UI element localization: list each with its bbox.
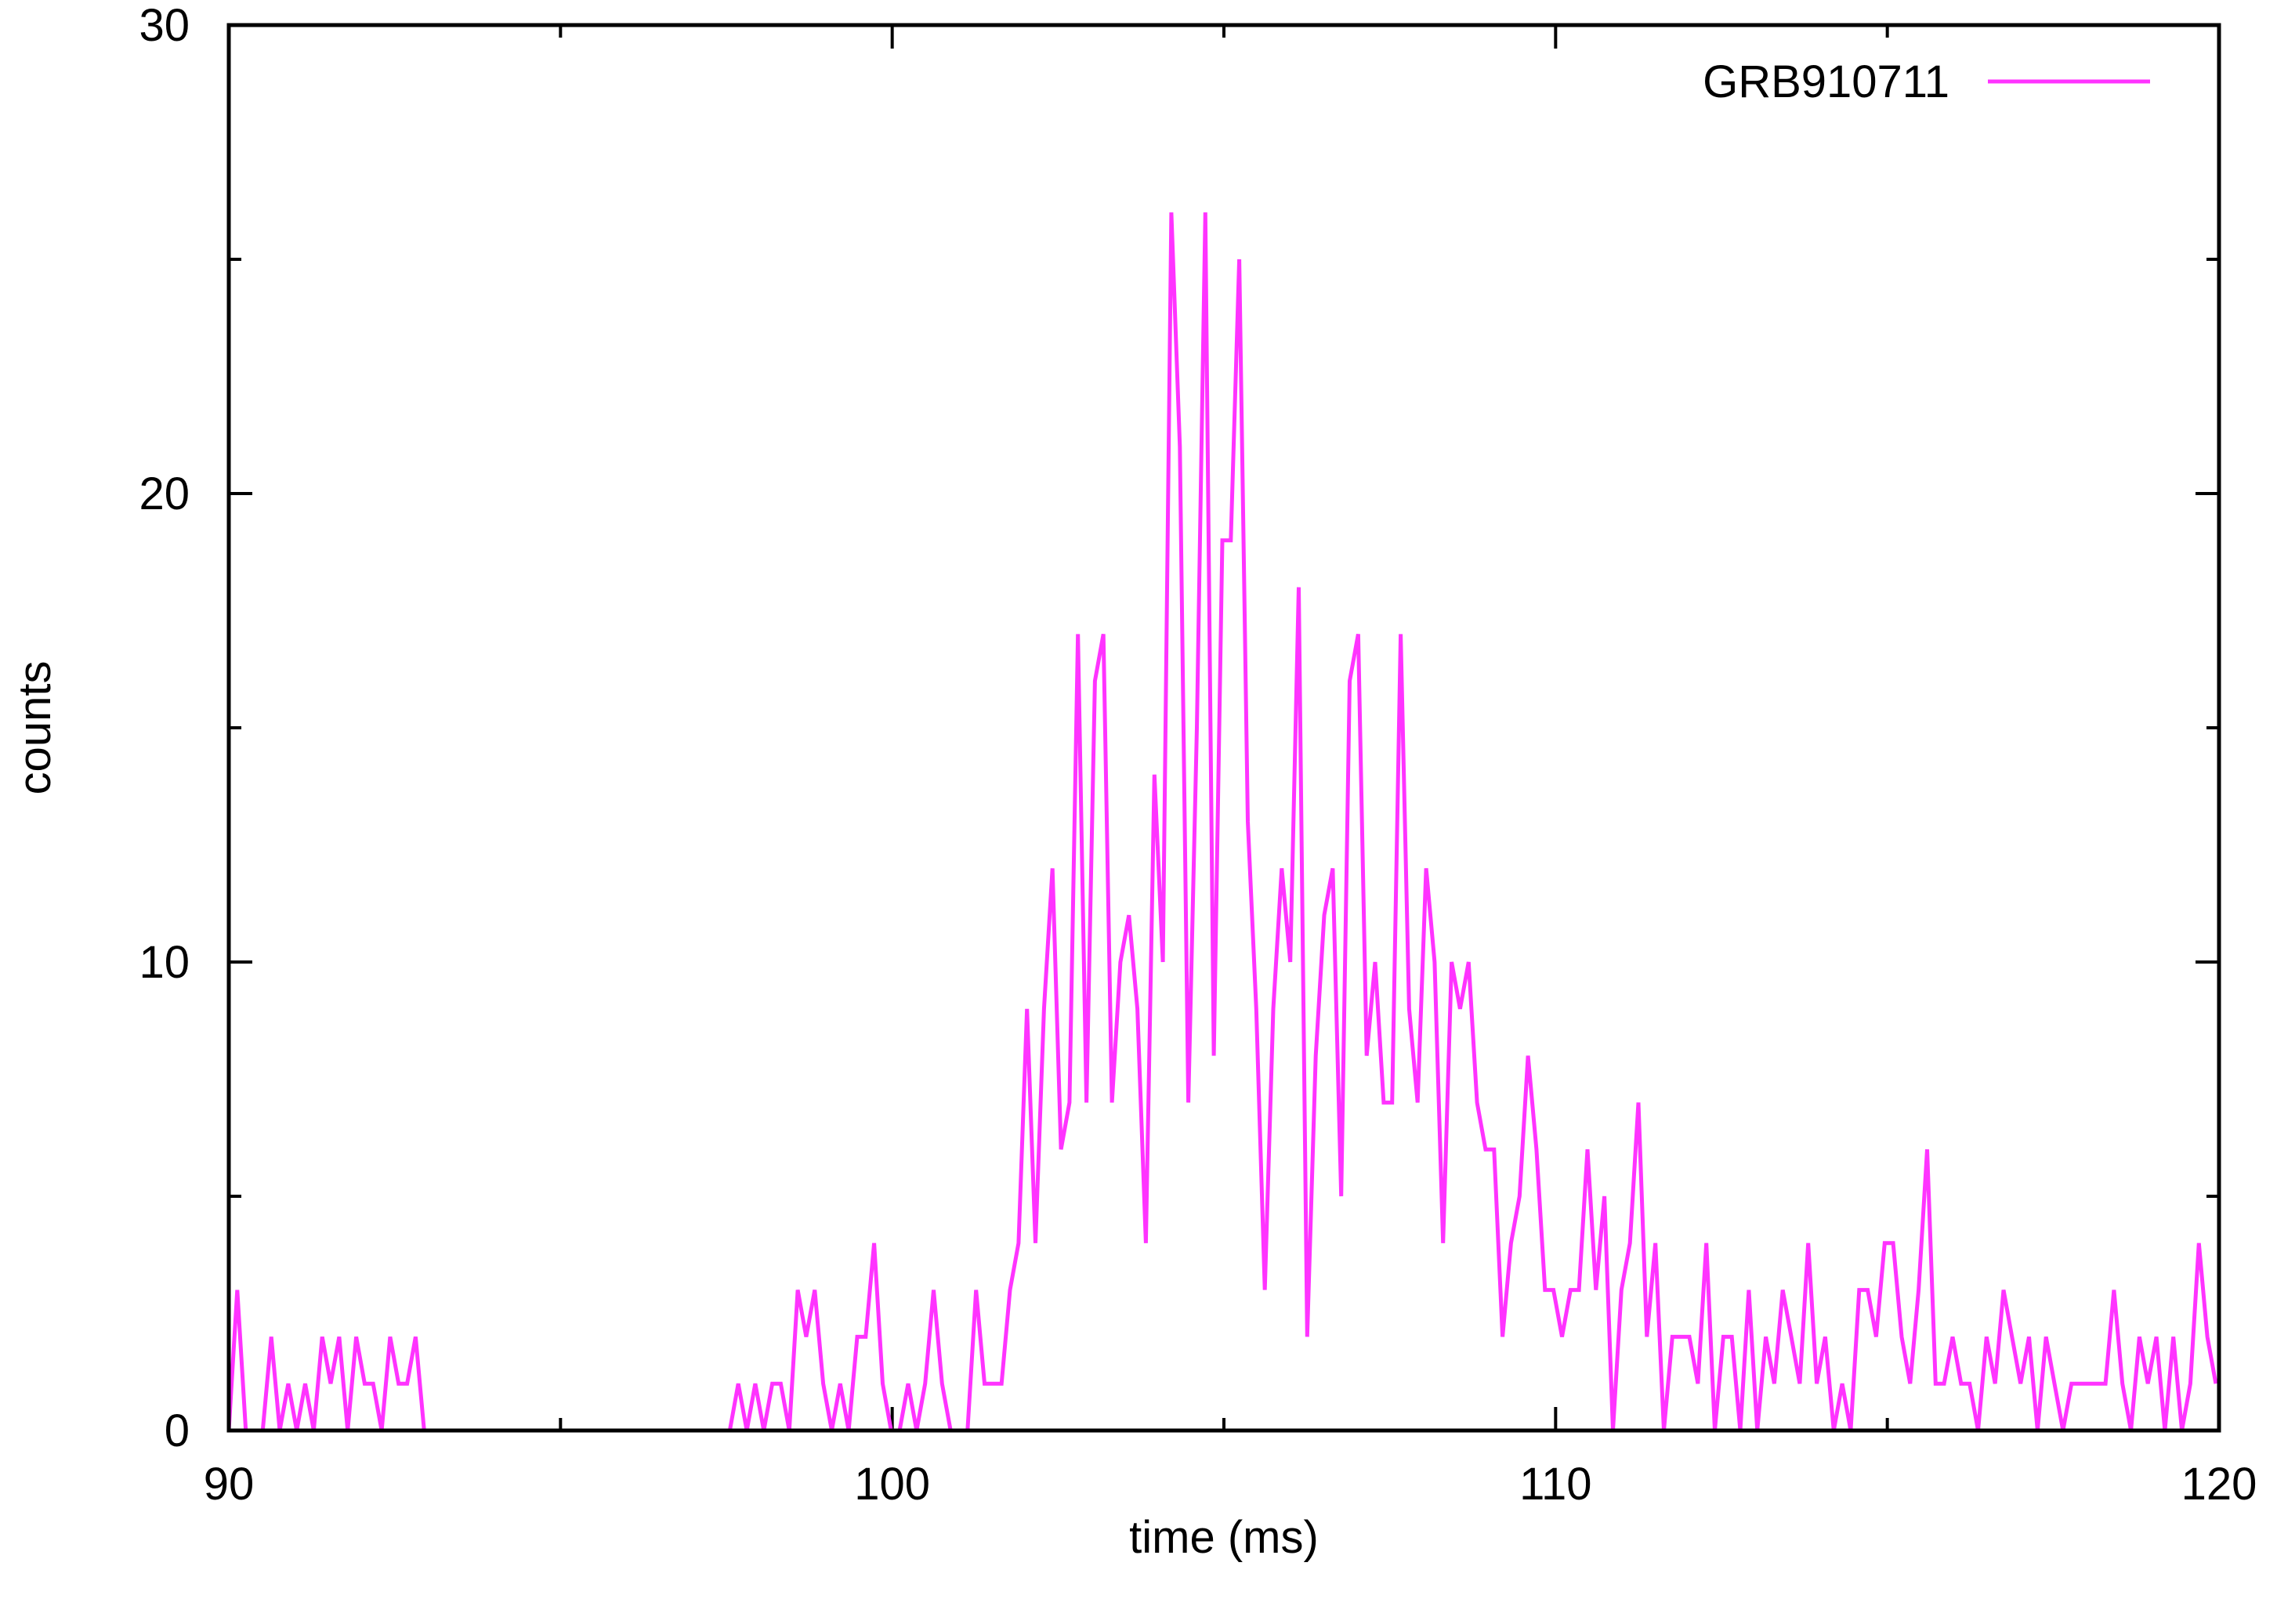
y-axis-label: counts	[9, 661, 60, 795]
y-tick-label-20: 20	[139, 468, 190, 519]
legend-label-grb910711: GRB910711	[1703, 56, 1949, 107]
series-line-grb910711	[226, 212, 2218, 1433]
y-tick-label-30: 30	[139, 0, 190, 51]
plot-frame	[226, 23, 2221, 1433]
y-tick-label-0: 0	[165, 1405, 190, 1456]
x-tick-label-120: 120	[2181, 1459, 2257, 1510]
tick-labels-layer: 90 100 110 120 0 10 20 30	[139, 0, 2257, 1510]
legend: GRB910711	[1703, 56, 2150, 107]
x-tick-label-90: 90	[204, 1459, 255, 1510]
series-layer	[226, 212, 2218, 1433]
y-tick-label-10: 10	[139, 937, 190, 988]
x-axis-label: time (ms)	[1129, 1512, 1319, 1563]
x-tick-label-110: 110	[1519, 1459, 1591, 1510]
ticks-layer	[227, 24, 2221, 1432]
x-tick-label-100: 100	[854, 1459, 930, 1510]
